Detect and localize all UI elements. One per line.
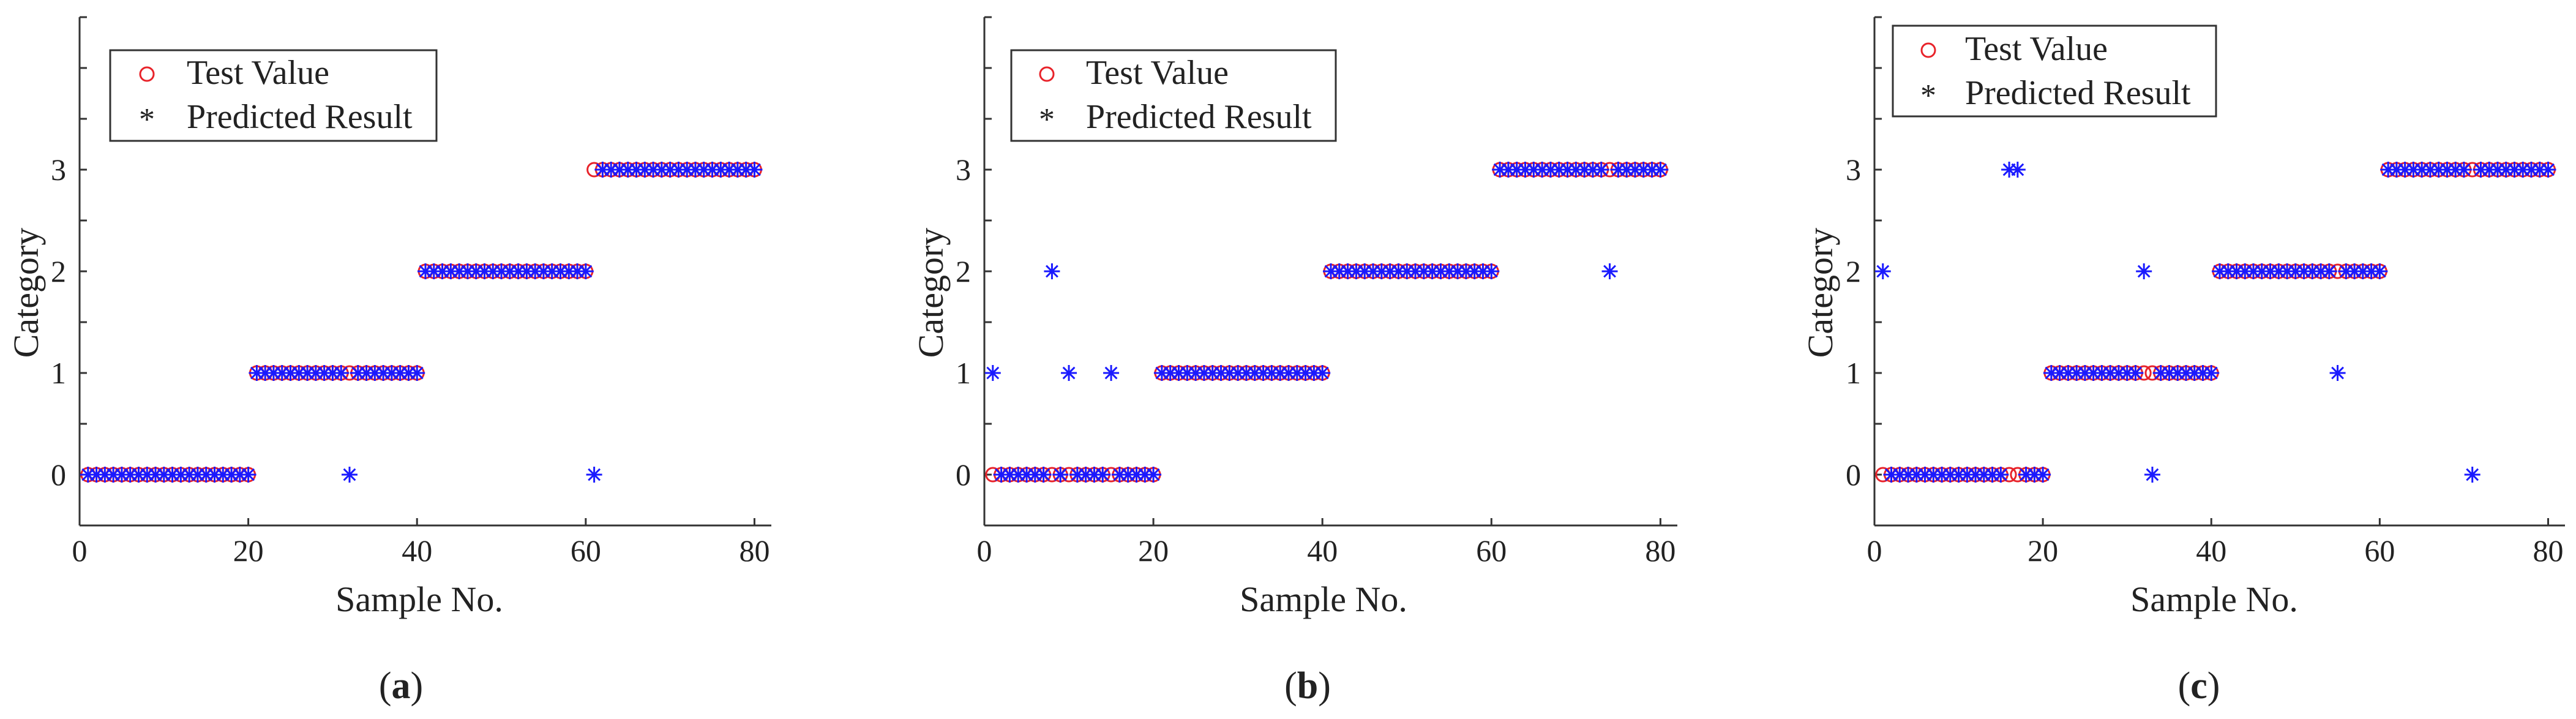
pred-point-c-32 <box>2144 467 2160 483</box>
pred-point-b-39 <box>1314 365 1331 381</box>
y-tick-label-a-0: 0 <box>51 457 66 492</box>
x-tick-label-a-0: 0 <box>72 533 88 568</box>
x-tick-label-a-1: 20 <box>233 533 264 568</box>
legend-label-test-c: Test Value <box>1965 30 2108 68</box>
y-tick-label-b-0: 0 <box>956 457 971 492</box>
x-axis-label-c: Sample No. <box>2130 579 2298 619</box>
y-tick-label-a-1: 1 <box>51 356 66 390</box>
x-axis-label-a: Sample No. <box>335 579 503 619</box>
x-tick-label-b-1: 20 <box>1138 533 1169 568</box>
pred-point-b-13 <box>1095 467 1111 483</box>
pred-point-b-0 <box>984 365 1001 381</box>
pred-point-c-19 <box>2035 467 2051 483</box>
plot-area-a: 0 20 40 60 80 0 1 2 3 <box>51 16 771 568</box>
pred-point-c-54 <box>2329 365 2346 381</box>
x-tick-label-c-1: 20 <box>2027 533 2058 568</box>
x-tick-label-c-2: 40 <box>2196 533 2226 568</box>
pred-point-c-59 <box>2372 263 2388 279</box>
pred-point-b-59 <box>1483 263 1500 279</box>
legend-label-pred-b: Predicted Result <box>1086 98 1312 136</box>
y-axis-label-a: Category <box>6 228 46 358</box>
panel-b: 0 20 40 60 80 0 1 2 3 Sample No. Category Test V… <box>911 16 1677 707</box>
y-tick-label-a-2: 2 <box>51 254 66 288</box>
x-tick-label-a-3: 60 <box>571 533 601 568</box>
pred-point-b-9 <box>1061 365 1077 381</box>
pred-point-a-39 <box>409 365 425 381</box>
x-tick-label-a-2: 40 <box>402 533 432 568</box>
y-axis-label-b: Category <box>911 228 951 358</box>
pred-point-a-79 <box>746 162 763 178</box>
x-tick-label-b-3: 60 <box>1476 533 1507 568</box>
panel-label-c: (c) <box>2178 665 2220 707</box>
y-tick-label-c-0: 0 <box>1846 457 1861 492</box>
pred-point-b-19 <box>1145 467 1162 483</box>
legend-label-pred-c: Predicted Result <box>1965 74 2191 112</box>
x-tick-label-b-2: 40 <box>1307 533 1338 568</box>
y-tick-label-b-1: 1 <box>956 356 971 390</box>
legend-b: Test Value * Predicted Result <box>1010 49 1337 142</box>
x-tick-label-b-0: 0 <box>977 533 992 568</box>
x-tick-label-a-4: 80 <box>739 533 769 568</box>
legend-label-test-b: Test Value <box>1086 54 1229 92</box>
pred-point-b-6 <box>1035 467 1052 483</box>
pred-point-c-31 <box>2136 263 2152 279</box>
pred-point-b-7 <box>1044 263 1060 279</box>
pred-point-c-69 <box>2455 162 2472 178</box>
legend-box-c <box>1892 24 2217 118</box>
pred-point-c-0 <box>1874 263 1891 279</box>
panel-label-b: (b) <box>1284 665 1331 707</box>
pred-point-c-14 <box>1993 467 2009 483</box>
y-tick-label-c-1: 1 <box>1846 356 1861 390</box>
pred-point-a-19 <box>240 467 256 483</box>
pred-point-c-39 <box>2203 365 2220 381</box>
legend-c: Test Value * Predicted Result <box>1892 24 2217 118</box>
x-axis-label-b: Sample No. <box>1240 579 1407 619</box>
y-tick-label-b-3: 3 <box>956 152 971 187</box>
pred-point-a-31 <box>341 467 358 483</box>
pred-point-b-8 <box>1052 467 1069 483</box>
panel-letter-b: b <box>1297 665 1318 707</box>
y-axis-label-c: Category <box>1800 228 1840 358</box>
pred-point-a-59 <box>577 263 594 279</box>
pred-point-b-79 <box>1652 162 1669 178</box>
panel-label-a: (a) <box>379 665 423 707</box>
legend-marker-pred-c: * <box>1920 78 1936 113</box>
x-tick-label-b-4: 80 <box>1645 533 1676 568</box>
pred-point-c-16 <box>2009 162 2026 178</box>
x-tick-label-c-4: 80 <box>2533 533 2563 568</box>
y-tick-label-a-3: 3 <box>51 152 66 187</box>
panel-letter-a: a <box>392 665 411 707</box>
pred-point-b-14 <box>1103 365 1120 381</box>
y-tick-label-c-3: 3 <box>1846 152 1861 187</box>
panel-c: 0 20 40 60 80 0 1 2 3 Sample No. Category Test V… <box>1800 16 2565 707</box>
y-tick-label-b-2: 2 <box>956 254 971 288</box>
legend-box-b <box>1010 49 1337 142</box>
legend-marker-pred-b: * <box>1039 102 1055 137</box>
legend-a: Test Value * Predicted Result <box>109 49 438 142</box>
legend-marker-pred-a: * <box>139 102 155 137</box>
plot-area-c: 0 20 40 60 80 0 1 2 3 <box>1846 16 2565 568</box>
y-tick-label-c-2: 2 <box>1846 254 1861 288</box>
legend-label-test-a: Test Value <box>187 54 329 92</box>
pred-point-b-72 <box>1593 162 1609 178</box>
legend-label-pred-a: Predicted Result <box>187 98 413 136</box>
pred-point-b-73 <box>1601 263 1618 279</box>
pred-point-a-60 <box>586 467 602 483</box>
legend-box-a <box>109 49 438 142</box>
pred-point-c-70 <box>2464 467 2481 483</box>
legend-marker-test-a <box>139 66 155 82</box>
pred-point-c-79 <box>2540 162 2556 178</box>
legend-marker-test-c <box>1920 42 1936 58</box>
legend-marker-test-b <box>1039 66 1055 82</box>
pred-point-c-53 <box>2321 263 2337 279</box>
x-tick-label-c-0: 0 <box>1867 533 1882 568</box>
panel-a: 0 20 40 60 80 0 1 2 3 Sample No. Category Test V… <box>6 16 771 707</box>
pred-point-c-30 <box>2127 365 2144 381</box>
panel-letter-c: c <box>2190 665 2207 707</box>
plot-area-b: 0 20 40 60 80 0 1 2 3 <box>956 16 1677 568</box>
pred-point-a-30 <box>333 365 350 381</box>
x-tick-label-c-3: 60 <box>2364 533 2395 568</box>
